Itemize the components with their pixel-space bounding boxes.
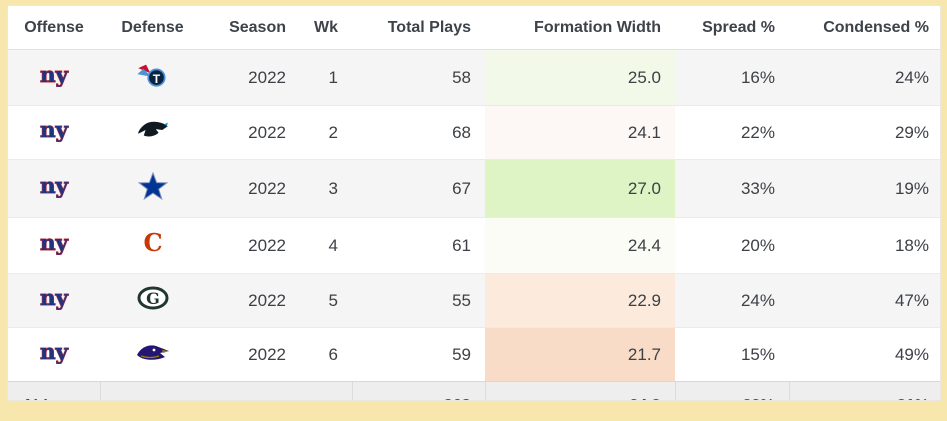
condensed-pct-cell: 19%: [789, 159, 940, 218]
spread-pct-cell: 33%: [675, 159, 789, 218]
col-header-total-plays: Total Plays: [352, 6, 485, 50]
giants-logo: ny: [36, 231, 72, 255]
titans-logo: T: [136, 62, 170, 88]
table-row: ny G 2022 5 55 22.9 24% 47%: [8, 273, 940, 328]
wk-cell: 6: [300, 327, 352, 382]
formation-width-cell: 24.1: [485, 105, 675, 160]
total-plays-cell: 55: [352, 273, 485, 328]
wk-cell: 5: [300, 273, 352, 328]
defense-cell: T: [100, 49, 205, 106]
totals-condensed-pct: 31%: [788, 381, 940, 400]
condensed-pct-cell: 24%: [789, 49, 940, 106]
svg-text:G: G: [146, 289, 160, 308]
table-row: ny C 2022 4 61 24.4 20% 18%: [8, 217, 940, 274]
defense-cell: [100, 327, 205, 382]
giants-logo: ny: [36, 118, 72, 142]
wk-cell: 4: [300, 217, 352, 274]
total-plays-cell: 68: [352, 105, 485, 160]
season-cell: 2022: [205, 105, 300, 160]
offense-cell: ny: [8, 217, 100, 274]
giants-logo: ny: [36, 340, 72, 364]
svg-text:ny: ny: [40, 118, 69, 142]
ravens-logo: [135, 341, 171, 363]
table-footer: ALL 368 24.3 22% 31%: [8, 381, 940, 400]
formation-width-cell: 27.0: [485, 159, 675, 218]
totals-formation-width: 24.3: [484, 381, 675, 400]
formation-width-cell: 25.0: [485, 49, 675, 106]
formation-width-cell: 24.4: [485, 217, 675, 274]
season-cell: 2022: [205, 217, 300, 274]
col-header-wk: Wk: [300, 6, 352, 50]
col-header-offense: Offense: [8, 6, 100, 50]
defense-cell: [100, 159, 205, 218]
wk-cell: 3: [300, 159, 352, 218]
spread-pct-cell: 24%: [675, 273, 789, 328]
svg-text:C: C: [143, 230, 162, 256]
bears-logo: C: [138, 230, 168, 256]
formation-stats-table: Offense Defense Season Wk Total Plays Fo…: [8, 6, 940, 400]
totals-row: ALL 368 24.3 22% 31%: [8, 381, 940, 400]
table-header: Offense Defense Season Wk Total Plays Fo…: [8, 6, 940, 50]
season-cell: 2022: [205, 273, 300, 328]
stats-table-card: Offense Defense Season Wk Total Plays Fo…: [7, 5, 941, 401]
season-cell: 2022: [205, 159, 300, 218]
table-row: ny 2022 3 67 27.0 33% 19%: [8, 159, 940, 218]
col-header-spread-pct: Spread %: [675, 6, 789, 50]
col-header-defense: Defense: [100, 6, 205, 50]
defense-cell: G: [100, 273, 205, 328]
spread-pct-cell: 16%: [675, 49, 789, 106]
packers-logo: G: [137, 286, 169, 310]
giants-logo: ny: [36, 286, 72, 310]
spread-pct-cell: 15%: [675, 327, 789, 382]
panthers-logo: [136, 118, 170, 142]
table-body: ny T 2022 1 58 25.0 16% 24%: [8, 49, 940, 382]
formation-width-cell: 22.9: [485, 273, 675, 328]
svg-text:ny: ny: [40, 174, 69, 198]
col-header-condensed-pct: Condensed %: [789, 6, 940, 50]
offense-cell: ny: [8, 159, 100, 218]
totals-label: ALL: [8, 381, 100, 400]
giants-logo: ny: [36, 63, 72, 87]
col-header-formation-width: Formation Width: [485, 6, 675, 50]
total-plays-cell: 58: [352, 49, 485, 106]
condensed-pct-cell: 47%: [789, 273, 940, 328]
col-header-season: Season: [205, 6, 300, 50]
svg-text:ny: ny: [40, 340, 69, 364]
offense-cell: ny: [8, 105, 100, 160]
season-cell: 2022: [205, 327, 300, 382]
total-plays-cell: 61: [352, 217, 485, 274]
svg-text:ny: ny: [40, 231, 69, 255]
table-row: ny 2022 6 59 21.7 15% 49%: [8, 327, 940, 382]
wk-cell: 1: [300, 49, 352, 106]
season-cell: 2022: [205, 49, 300, 106]
svg-text:ny: ny: [40, 286, 69, 310]
offense-cell: ny: [8, 327, 100, 382]
condensed-pct-cell: 18%: [789, 217, 940, 274]
table-row: ny T 2022 1 58 25.0 16% 24%: [8, 49, 940, 106]
total-plays-cell: 59: [352, 327, 485, 382]
totals-empty-cell: [99, 381, 352, 400]
defense-cell: [100, 105, 205, 160]
total-plays-cell: 67: [352, 159, 485, 218]
table-row: ny 2022 2 68 24.1 22% 29%: [8, 105, 940, 160]
cowboys-logo: [137, 172, 168, 200]
totals-spread-pct: 22%: [674, 381, 789, 400]
defense-cell: C: [100, 217, 205, 274]
svg-text:ny: ny: [40, 63, 69, 87]
offense-cell: ny: [8, 273, 100, 328]
giants-logo: ny: [36, 174, 72, 198]
condensed-pct-cell: 49%: [789, 327, 940, 382]
formation-width-cell: 21.7: [485, 327, 675, 382]
wk-cell: 2: [300, 105, 352, 160]
offense-cell: ny: [8, 49, 100, 106]
spread-pct-cell: 22%: [675, 105, 789, 160]
condensed-pct-cell: 29%: [789, 105, 940, 160]
svg-text:T: T: [152, 72, 160, 86]
spread-pct-cell: 20%: [675, 217, 789, 274]
totals-total-plays: 368: [351, 381, 485, 400]
